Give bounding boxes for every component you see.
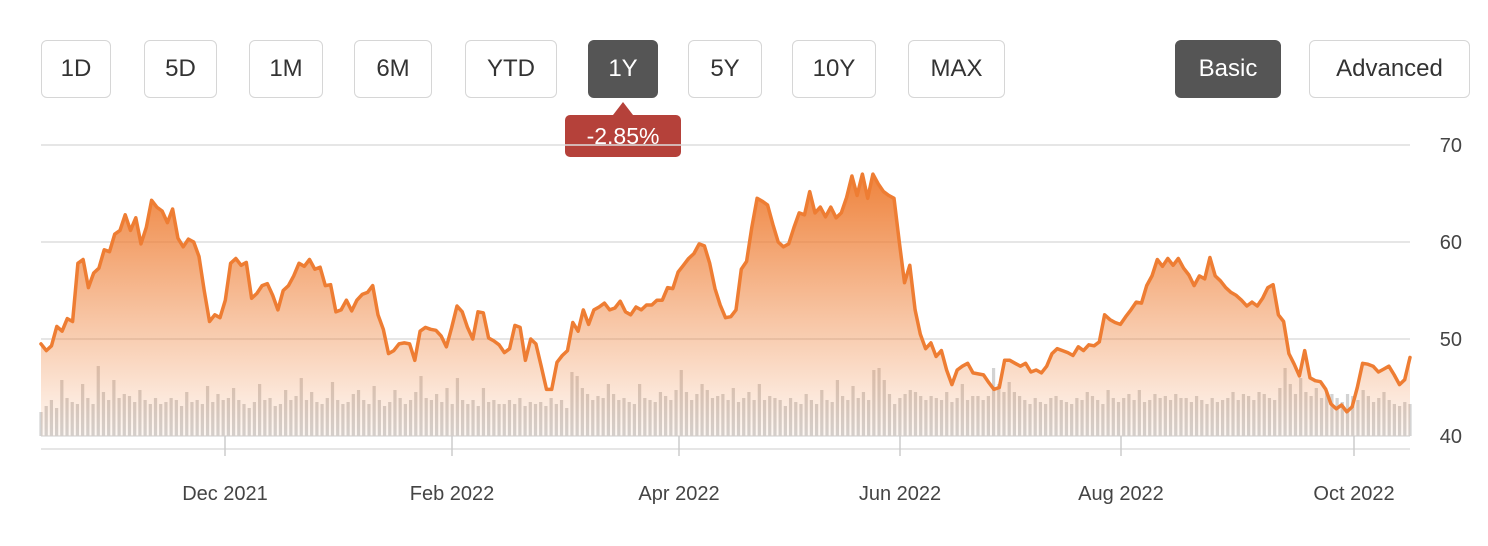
x-tick-label: Aug 2022 bbox=[1078, 483, 1164, 505]
x-tick-label: Apr 2022 bbox=[638, 483, 719, 505]
change-badge-arrow bbox=[613, 102, 633, 115]
y-tick-label: 50 bbox=[1440, 329, 1462, 351]
range-button-1d[interactable]: 1D bbox=[41, 40, 111, 98]
x-tick-label: Dec 2021 bbox=[182, 483, 268, 505]
y-tick-label: 70 bbox=[1440, 135, 1462, 157]
change-badge: -2.85% bbox=[565, 115, 681, 157]
range-button-5d[interactable]: 5D bbox=[144, 40, 217, 98]
range-button-5y[interactable]: 5Y bbox=[688, 40, 762, 98]
y-tick-label: 60 bbox=[1440, 232, 1462, 254]
x-tick-label: Feb 2022 bbox=[410, 483, 495, 505]
price-area bbox=[41, 174, 1410, 436]
x-tick-label: Jun 2022 bbox=[859, 483, 941, 505]
range-button-ytd[interactable]: YTD bbox=[465, 40, 557, 98]
y-tick-label: 40 bbox=[1440, 426, 1462, 448]
mode-button-basic[interactable]: Basic bbox=[1175, 40, 1281, 98]
range-button-6m[interactable]: 6M bbox=[354, 40, 432, 98]
range-button-1y[interactable]: 1Y bbox=[588, 40, 658, 98]
range-button-1m[interactable]: 1M bbox=[249, 40, 323, 98]
x-tick-label: Oct 2022 bbox=[1313, 483, 1394, 505]
range-button-10y[interactable]: 10Y bbox=[792, 40, 876, 98]
range-button-max[interactable]: MAX bbox=[908, 40, 1005, 98]
mode-button-advanced[interactable]: Advanced bbox=[1309, 40, 1470, 98]
price-line bbox=[39, 172, 1412, 414]
